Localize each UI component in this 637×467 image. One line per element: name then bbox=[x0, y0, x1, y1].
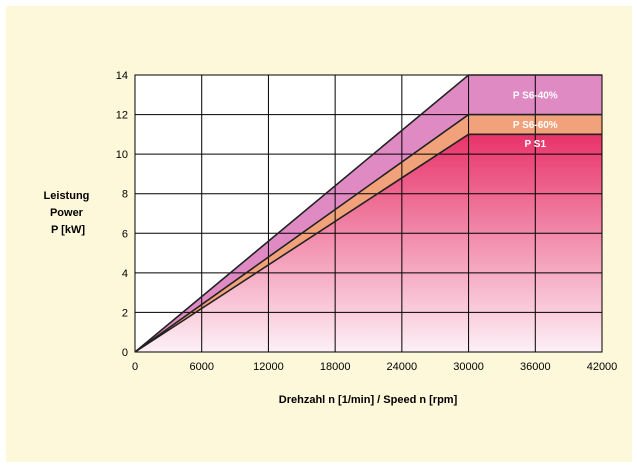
y-axis-title: Leistung Power P [kW] bbox=[44, 190, 93, 236]
chart-panel: P S6-40% P S6-60% P S1 0 6000 12000 18000 2400… bbox=[6, 6, 632, 462]
series-line bbox=[134, 113, 602, 353]
x-tick-label: 18000 bbox=[320, 361, 351, 373]
x-tick-label: 12000 bbox=[253, 361, 284, 373]
series-label: P S1 bbox=[525, 139, 547, 150]
y-axis-title-line: Power bbox=[50, 207, 84, 219]
series-band bbox=[135, 134, 602, 352]
x-axis-title: Drehzahl n [1/min] / Speed n [rpm] bbox=[279, 394, 458, 406]
y-axis-title-line: P [kW] bbox=[51, 224, 85, 236]
power-speed-chart: P S6-40% P S6-60% P S1 0 6000 12000 18000 2400… bbox=[44, 70, 618, 406]
series-label: P S6-40% bbox=[513, 90, 558, 101]
y-tick-label: 8 bbox=[122, 189, 128, 201]
series-band bbox=[135, 75, 602, 352]
y-tick-label: 10 bbox=[116, 149, 128, 161]
y-tick-label: 14 bbox=[116, 70, 128, 82]
x-tick-label: 24000 bbox=[387, 361, 418, 373]
series-line bbox=[134, 74, 602, 353]
series-line bbox=[134, 133, 602, 353]
x-tick-label: 36000 bbox=[520, 361, 551, 373]
y-tick-label: 0 bbox=[122, 347, 128, 359]
y-tick-label: 4 bbox=[122, 268, 128, 280]
y-tick-label: 6 bbox=[122, 228, 128, 240]
x-tick-label: 30000 bbox=[453, 361, 484, 373]
x-tick-label: 42000 bbox=[587, 361, 618, 373]
plot-frame bbox=[134, 74, 603, 353]
x-tick-label: 6000 bbox=[189, 361, 213, 373]
x-tick-label: 0 bbox=[132, 361, 138, 373]
y-tick-label: 2 bbox=[122, 307, 128, 319]
y-axis-title-line: Leistung bbox=[44, 190, 90, 202]
y-tick-label: 12 bbox=[116, 110, 128, 122]
series-label: P S6-60% bbox=[513, 120, 558, 131]
